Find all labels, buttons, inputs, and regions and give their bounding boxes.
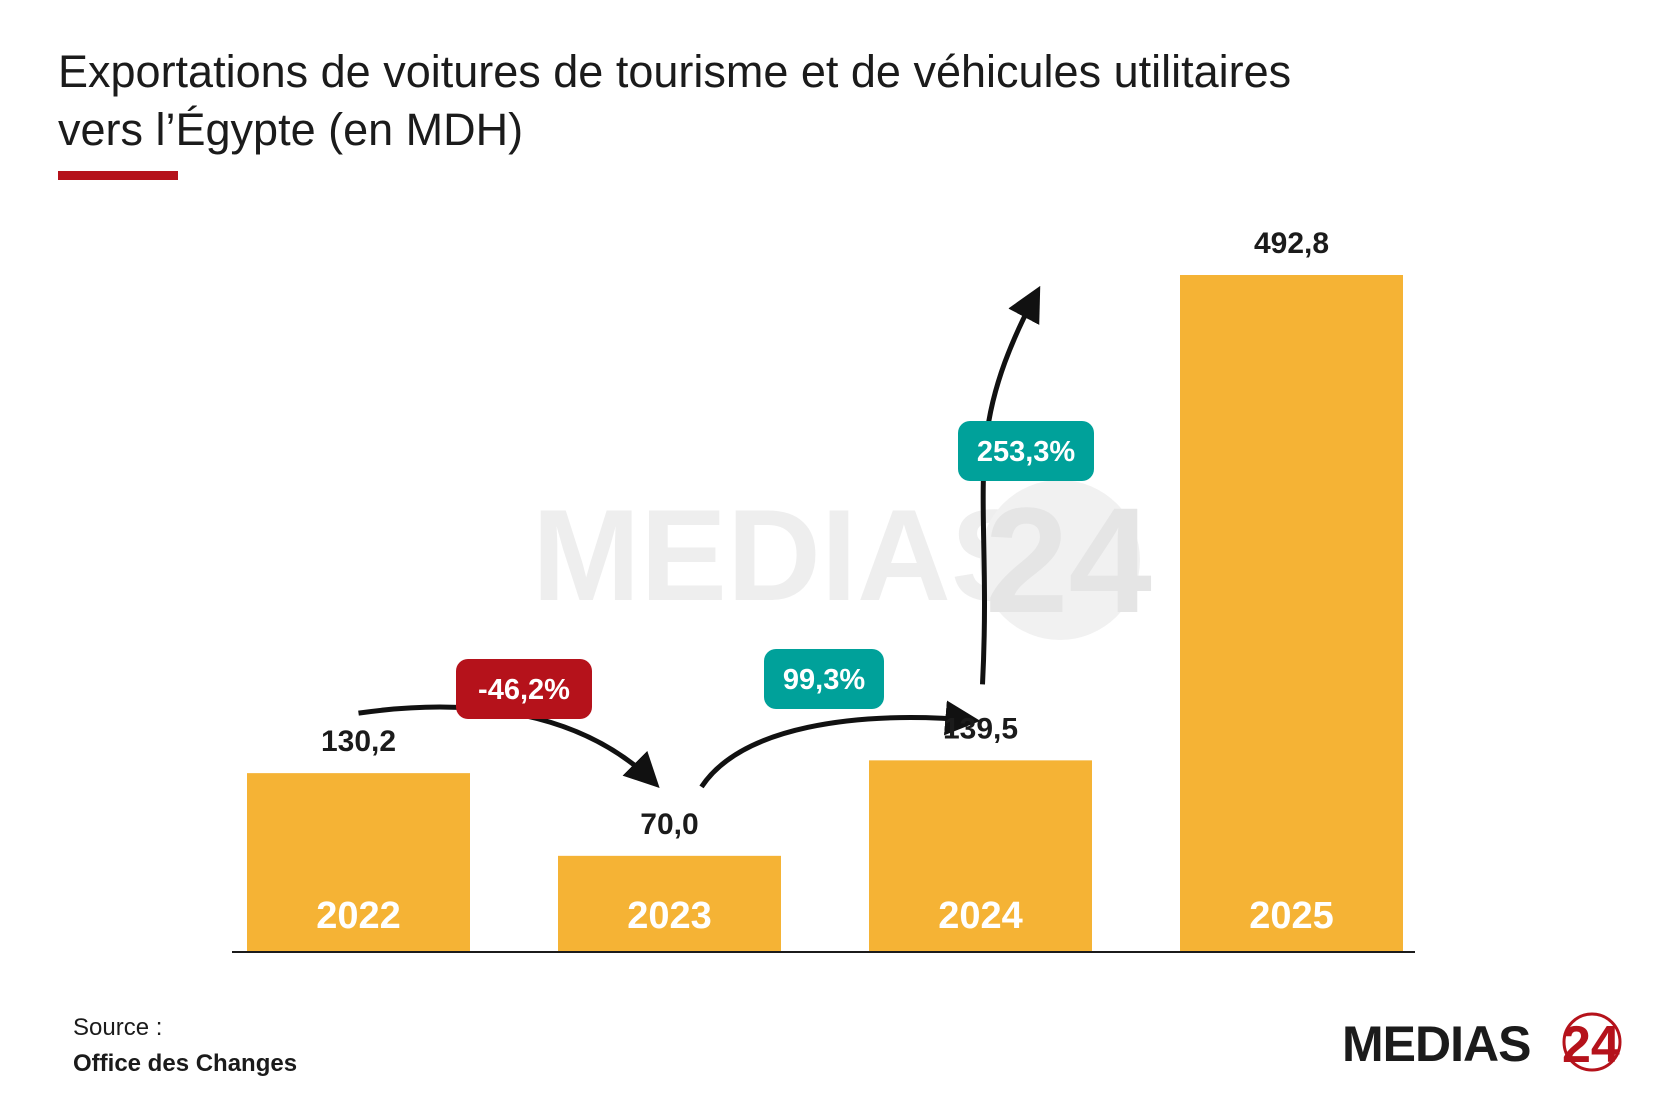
chart-title-unit: (en MDH) [316, 104, 524, 155]
change-arrow-2023-2024 [699, 700, 981, 789]
chart-title-line-2: vers l’Égypte (en MDH) [58, 104, 523, 155]
watermark: MEDIAS 24 [532, 476, 1152, 644]
change-badge-2022-2023: -46,2% [456, 659, 592, 719]
labels-layer: 2022 130,2 2023 70,0 2024 139,5 2025 492,8 [316, 227, 1334, 937]
change-badge-bg [764, 649, 884, 709]
category-label-2024: 2024 [938, 895, 1023, 937]
change-badge-text: -46,2% [478, 674, 570, 706]
value-label-2023: 70,0 [640, 808, 698, 841]
logo-ring [1562, 1012, 1622, 1072]
change-badge-2023-2024: 99,3% [764, 649, 884, 709]
category-label-2022: 2022 [316, 895, 401, 937]
bar-2022 [247, 773, 470, 952]
bars-layer [247, 275, 1403, 952]
bar-2023 [558, 855, 781, 952]
source-label: Source : [73, 1014, 162, 1041]
logo-text: MEDIAS [1342, 1016, 1530, 1072]
change-badge-bg [958, 421, 1094, 481]
value-label-2022: 130,2 [321, 725, 396, 758]
watermark-circle [980, 480, 1140, 640]
change-badge-bg [456, 659, 592, 719]
bar-2024 [869, 760, 1092, 952]
source-value: Office des Changes [73, 1050, 297, 1077]
category-label-2023: 2023 [627, 895, 712, 937]
brand-logo: MEDIAS 24 [1342, 1012, 1622, 1074]
category-label-2025: 2025 [1249, 895, 1334, 937]
change-badge-text: 99,3% [783, 664, 865, 696]
watermark-number: 24 [985, 476, 1152, 644]
chart-title-main: vers l’Égypte [58, 104, 316, 155]
chart-title-line-1: Exportations de voitures de tourisme et … [58, 46, 1291, 97]
logo-number: 24 [1562, 1016, 1620, 1074]
value-label-2025: 492,8 [1254, 227, 1329, 260]
value-label-2024: 139,5 [943, 712, 1018, 745]
change-badge-2024-2025: 253,3% [958, 421, 1094, 481]
badges-layer: -46,2% 99,3% 253,3% [456, 421, 1094, 719]
watermark-text: MEDIAS [532, 482, 1038, 628]
bar-2025 [1180, 275, 1403, 952]
change-badge-text: 253,3% [977, 436, 1076, 468]
title-accent-bar [58, 171, 178, 180]
